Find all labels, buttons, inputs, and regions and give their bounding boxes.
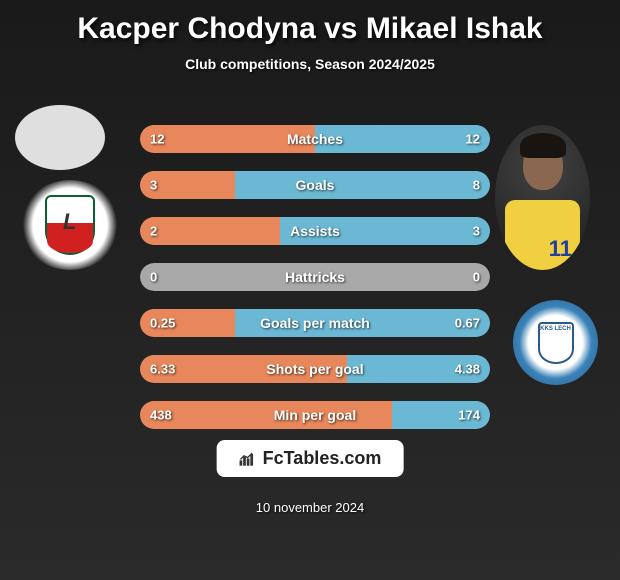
- stat-label: Assists: [140, 223, 490, 239]
- brand-badge: FcTables.com: [217, 440, 404, 477]
- chart-icon: [239, 451, 257, 466]
- team-right-logo: KKS LECH: [513, 300, 598, 385]
- team-right-shield-icon: KKS LECH: [538, 322, 574, 364]
- stat-row: 0.250.67Goals per match: [140, 309, 490, 337]
- stat-row: 23Assists: [140, 217, 490, 245]
- stat-label: Matches: [140, 131, 490, 147]
- stat-row: 6.334.38Shots per goal: [140, 355, 490, 383]
- stat-label: Goals per match: [140, 315, 490, 331]
- stat-label: Min per goal: [140, 407, 490, 423]
- player-left-avatar: [15, 105, 105, 170]
- stat-row: 38Goals: [140, 171, 490, 199]
- player-right-avatar: 11: [495, 125, 590, 270]
- stat-label: Hattricks: [140, 269, 490, 285]
- footer-date: 10 november 2024: [0, 500, 620, 515]
- team-left-shield-icon: [45, 195, 95, 255]
- brand-text: FcTables.com: [263, 448, 382, 469]
- stat-row: 00Hattricks: [140, 263, 490, 291]
- jersey-number: 11: [549, 236, 572, 262]
- team-left-logo: [20, 180, 120, 270]
- subtitle: Club competitions, Season 2024/2025: [0, 56, 620, 72]
- stat-label: Goals: [140, 177, 490, 193]
- page-title: Kacper Chodyna vs Mikael Ishak: [0, 0, 620, 46]
- stat-row: 438174Min per goal: [140, 401, 490, 429]
- player-right-hair-icon: [520, 133, 566, 158]
- stats-container: 1212Matches 38Goals 23Assists 00Hattricks 0.…: [140, 125, 490, 447]
- stat-row: 1212Matches: [140, 125, 490, 153]
- stat-label: Shots per goal: [140, 361, 490, 377]
